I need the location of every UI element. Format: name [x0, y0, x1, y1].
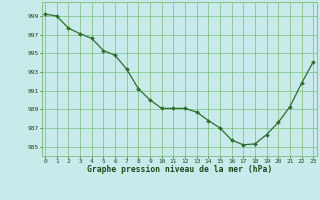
X-axis label: Graphe pression niveau de la mer (hPa): Graphe pression niveau de la mer (hPa) — [87, 165, 272, 174]
